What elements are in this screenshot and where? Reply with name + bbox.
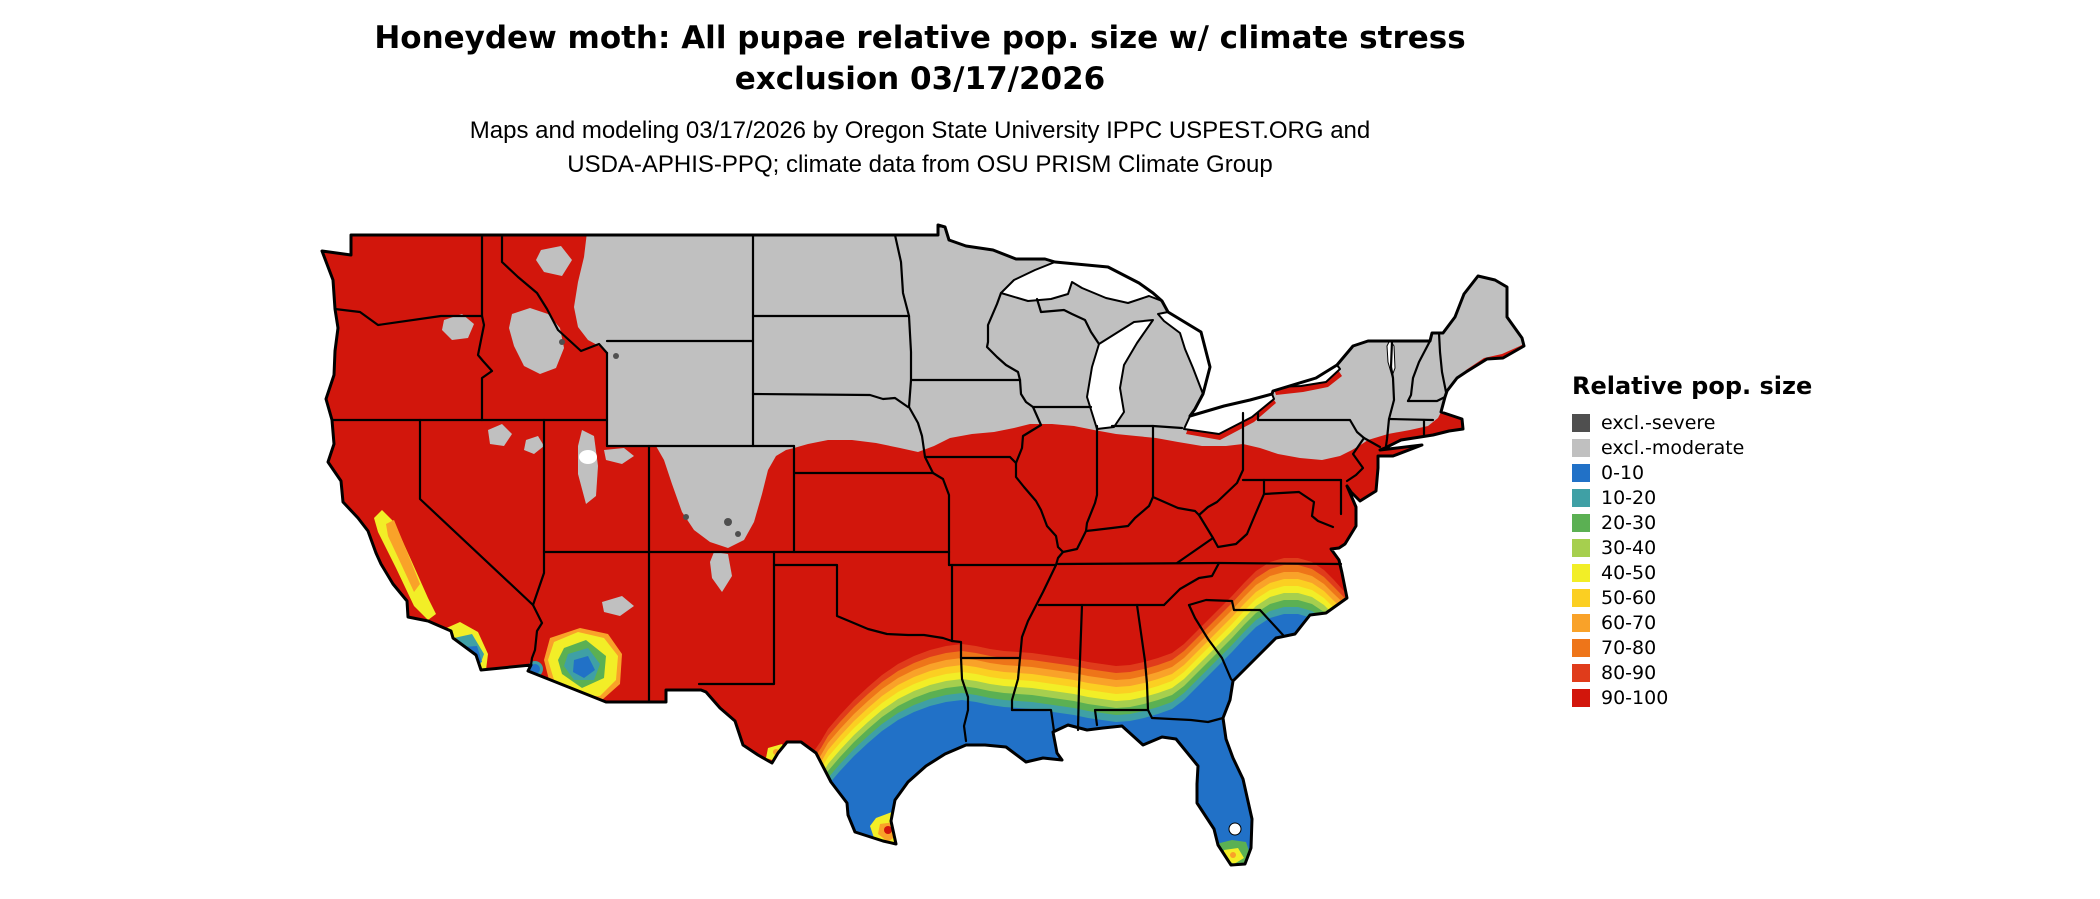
map-subtitle: Maps and modeling 03/17/2026 by Oregon S…	[0, 114, 1840, 182]
legend-swatch-20-30	[1572, 513, 1590, 532]
legend-item: 30-40	[1572, 535, 1812, 560]
map-region-excl-severe	[559, 339, 741, 537]
legend-swatch-80-90	[1572, 663, 1590, 682]
map-subtitle-line1: Maps and modeling 03/17/2026 by Oregon S…	[469, 117, 1371, 144]
legend-item: 10-20	[1572, 485, 1812, 510]
legend-item: excl.-moderate	[1572, 435, 1812, 460]
legend-swatch-40-50	[1572, 563, 1590, 582]
legend-swatch-60-70	[1572, 613, 1590, 632]
legend-item: 20-30	[1572, 510, 1812, 535]
legend-title: Relative pop. size	[1572, 372, 1813, 400]
map-subtitle-line2: USDA-APHIS-PPQ; climate data from OSU PR…	[567, 151, 1273, 178]
legend-item: excl.-severe	[1572, 410, 1812, 435]
legend-item: 0-10	[1572, 460, 1812, 485]
map-title-line2: exclusion 03/17/2026	[734, 61, 1106, 97]
lake-ontario-shore-strip	[1274, 370, 1342, 395]
legend-swatch-30-40	[1572, 538, 1590, 557]
legend-swatch-excl-moderate	[1572, 438, 1590, 457]
great-lakes	[579, 261, 1396, 836]
legend-swatch-excl-severe	[1572, 413, 1590, 432]
legend-item: 50-60	[1572, 585, 1812, 610]
map-title-line1: Honeydew moth: All pupae relative pop. s…	[374, 20, 1466, 56]
us-population-map	[316, 222, 1556, 894]
lake-michigan	[1086, 319, 1154, 430]
state-borders	[330, 233, 1448, 743]
legend-swatch-0-10	[1572, 463, 1590, 482]
map-svg	[320, 223, 1526, 867]
legend-item: 40-50	[1572, 560, 1812, 585]
legend-swatch-70-80	[1572, 638, 1590, 657]
legend-swatch-10-20	[1572, 488, 1590, 507]
legend-item: 70-80	[1572, 635, 1812, 660]
legend-item: 90-100	[1572, 685, 1812, 710]
legend-swatch-50-60	[1572, 588, 1590, 607]
lake-okeechobee	[1228, 822, 1242, 836]
legend-swatch-90-100	[1572, 688, 1590, 707]
title-block: Honeydew moth: All pupae relative pop. s…	[0, 18, 1840, 182]
legend-item: 80-90	[1572, 660, 1812, 685]
us-outline	[320, 223, 1526, 867]
legend-item: 60-70	[1572, 610, 1812, 635]
legend: Relative pop. size excl.-severe excl.-mo…	[1572, 372, 1812, 710]
great-salt-lake	[579, 450, 597, 464]
